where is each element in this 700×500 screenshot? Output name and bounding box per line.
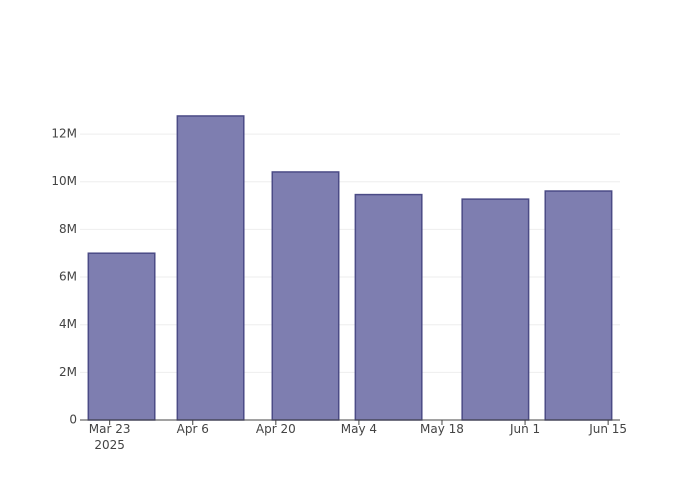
y-tick-label: 2M [59,365,77,379]
x-tick-label: Apr 20 [256,422,296,436]
y-tick-label: 10M [51,174,77,188]
x-tick-label-line: Jun 15 [588,422,627,436]
x-tick-label-line: Mar 23 [89,422,131,436]
x-tick-label-line: Apr 20 [256,422,296,436]
x-tick-label: Mar 23 2025 [89,422,131,452]
y-tick-label: 6M [59,270,77,284]
x-tick-label-line: 2025 [94,438,125,452]
bar [176,115,245,421]
y-tick-label: 4M [59,317,77,331]
y-tick-label: 12M [51,127,77,141]
bar [271,171,340,421]
y-tick-label: 0 [69,413,77,427]
x-tick-label: Jun 1 [509,422,540,436]
y-tick-label: 8M [59,222,77,236]
x-tick-label-line: Jun 1 [509,422,540,436]
x-tick-label-line: Apr 6 [177,422,209,436]
bar [87,252,156,421]
x-tick-label: Jun 15 [588,422,627,436]
x-tick-label: Apr 6 [177,422,209,436]
x-tick-label: May 18 [420,422,464,436]
bar [544,190,613,421]
bar [461,198,530,421]
x-tick-label-line: May 18 [420,422,464,436]
x-tick-label: May 4 [341,422,377,436]
bar [354,193,423,421]
x-tick-label-line: May 4 [341,422,377,436]
